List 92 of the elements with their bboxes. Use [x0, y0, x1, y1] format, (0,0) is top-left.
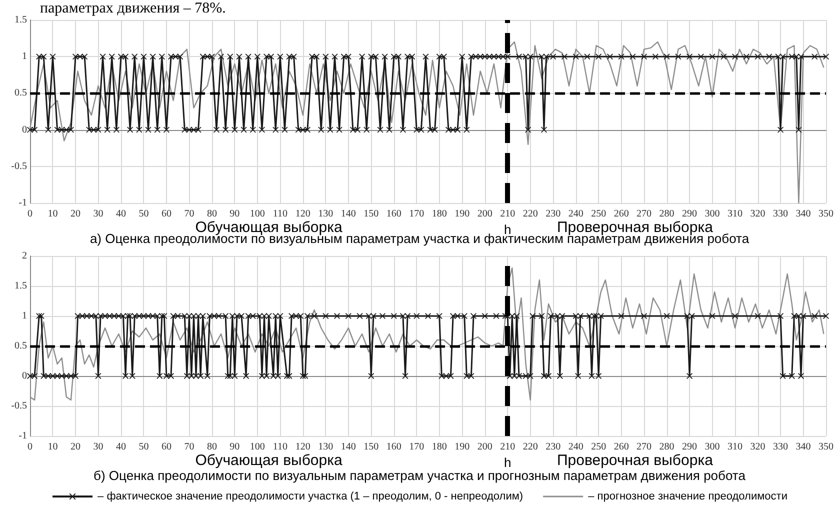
x-tick-label: 140 [340, 442, 356, 452]
y-tick-label: 1 [22, 51, 27, 62]
x-tick-label: 210 [500, 208, 516, 220]
y-tick-label: -0.5 [11, 400, 27, 412]
x-tick-label: 130 [318, 208, 334, 220]
text: Проверочная выборка [556, 219, 714, 236]
x-tick-label: 90 [230, 208, 240, 220]
x-tick-label: 150 [364, 442, 379, 452]
x-tick-label: 170 [409, 208, 424, 220]
y-tick-label: 0.5 [14, 88, 27, 99]
x-tick-label: 30 [93, 442, 104, 452]
x-tick-label: 260 [614, 208, 629, 220]
x-tick-label: 180 [432, 442, 447, 452]
x-tick-label: 310 [728, 442, 743, 452]
y-tick-label: -1 [18, 198, 27, 208]
x-tick-label: 340 [796, 208, 811, 220]
x-tick-label: 340 [796, 442, 811, 452]
x-tick-label: 180 [432, 208, 447, 220]
x-tick-label: 310 [728, 208, 743, 220]
x-tick-label: 70 [184, 208, 194, 220]
text: Проверочная выборка [556, 452, 714, 469]
x-tick-label: 60 [161, 442, 172, 452]
x-tick-label: 160 [386, 208, 402, 220]
x-tick-label: 220 [522, 208, 538, 220]
x-tick-label: 80 [206, 208, 217, 220]
x-tick-label: 110 [272, 442, 288, 452]
x-tick-label: 330 [773, 208, 788, 220]
x-tick-label: 70 [184, 442, 194, 452]
x-tick-label: 230 [546, 442, 561, 452]
legend-label: – фактическое значение преодолимости участка (1 – преодолим, 0 - непреодолим) [98, 490, 524, 502]
x-tick-label: 200 [477, 442, 492, 452]
x-tick-label: 280 [659, 208, 674, 220]
x-tick-label: 10 [48, 208, 58, 220]
x-tick-label: 160 [386, 442, 402, 452]
x-tick-label: 140 [340, 208, 356, 220]
y-tick-label: -1 [18, 430, 27, 442]
y-tick-label: 0 [22, 370, 27, 382]
x-tick-label: 250 [591, 442, 606, 452]
x-tick-label: 200 [477, 208, 492, 220]
x-tick-label: 20 [70, 208, 80, 220]
x-tick-label: 90 [230, 442, 240, 452]
x-tick-label: 220 [522, 442, 538, 452]
x-tick-label: 320 [750, 442, 766, 452]
x-tick-label: 150 [364, 208, 379, 220]
x-tick-label: 260 [614, 442, 629, 452]
x-tick-label: 240 [568, 208, 584, 220]
x-tick-label: 100 [250, 208, 265, 220]
x-tick-label: 300 [704, 208, 720, 220]
x-tick-label: 110 [272, 208, 288, 220]
x-tick-label: 350 [818, 442, 834, 452]
y-tick-label: 1.5 [14, 280, 27, 292]
x-tick-label: 240 [568, 442, 584, 452]
x-tick-label: 300 [704, 442, 720, 452]
x-tick-label: 50 [138, 442, 149, 452]
x-tick-label: 330 [773, 442, 788, 452]
y-tick-label: 0.5 [14, 340, 27, 352]
x-tick-label: 290 [682, 208, 698, 220]
chart-subtitle: параметрах движения – 78%. [40, 0, 226, 16]
y-tick-label: -0.5 [11, 160, 27, 172]
x-tick-label: 20 [70, 442, 80, 452]
x-tick-label: 120 [295, 442, 310, 452]
y-tick-label: 1 [22, 310, 27, 322]
x-tick-label: 290 [682, 442, 698, 452]
x-tick-label: 190 [454, 208, 470, 220]
y-tick-label: 0 [22, 124, 27, 136]
text: Обучающая выборка [195, 452, 343, 469]
x-tick-label: 120 [295, 208, 310, 220]
x-tick-label: 320 [750, 208, 766, 220]
x-tick-label: 270 [636, 442, 652, 452]
y-tick-label: 1.5 [14, 14, 27, 26]
x-tick-label: 130 [318, 442, 334, 452]
x-tick-label: 280 [659, 442, 674, 452]
x-tick-label: 250 [591, 208, 606, 220]
legend-label: – прогнозное значение преодолимости [588, 490, 788, 502]
x-tick-label: 270 [636, 208, 652, 220]
ref-line-label: h [504, 222, 512, 237]
x-tick-label: 170 [409, 442, 424, 452]
x-tick-label: 190 [454, 442, 470, 452]
x-tick-label: 100 [250, 442, 265, 452]
y-tick-label: 2 [22, 250, 27, 262]
x-tick-label: 40 [116, 208, 126, 220]
x-tick-label: 210 [500, 442, 516, 452]
x-tick-label: 80 [206, 442, 217, 452]
ref-line-label: h [504, 455, 512, 470]
x-tick-label: 350 [818, 208, 834, 220]
x-tick-label: 60 [161, 208, 172, 220]
text: б) Оценка преодолимости по визуальным параметрам участка и прогнозным параметрам движения робота [94, 468, 746, 483]
x-tick-label: 40 [116, 442, 126, 452]
x-tick-label: 230 [546, 208, 561, 220]
x-tick-label: 30 [93, 208, 104, 220]
x-tick-label: 50 [138, 208, 149, 220]
x-tick-label: 10 [48, 442, 58, 452]
